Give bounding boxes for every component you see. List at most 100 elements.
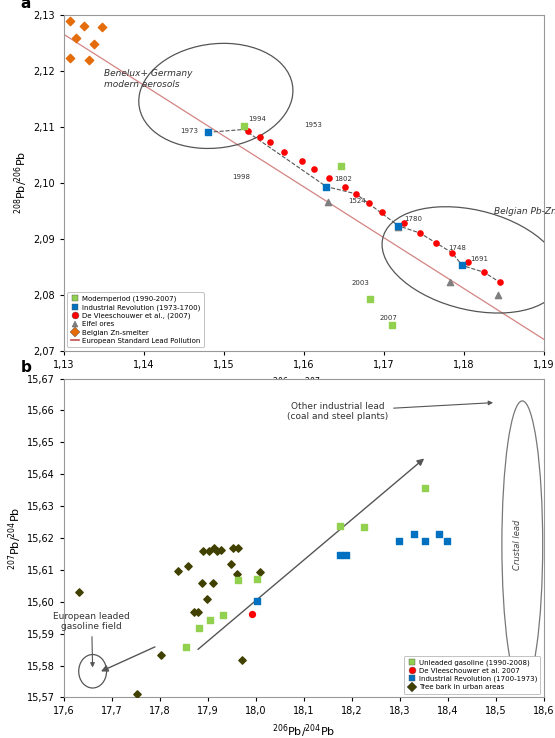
Industrial Revolution (1700-1973)	[410, 528, 418, 540]
De Vleeschouwer et al., (2007)	[400, 217, 408, 229]
Tree bark in urban areas	[190, 606, 199, 618]
Y-axis label: $\mathregular{^{207}}$Pb/$\mathregular{^{204}}$Pb: $\mathregular{^{207}}$Pb/$\mathregular{^…	[7, 506, 24, 570]
Industrial Revolution (1973-1700)	[322, 181, 331, 193]
Belgian Zn-smelter	[98, 21, 107, 33]
Text: 1780: 1780	[404, 215, 422, 222]
Tree bark in urban areas	[157, 649, 165, 661]
X-axis label: $\mathregular{^{206}}$Pb/$\mathregular{^{204}}$Pb: $\mathregular{^{206}}$Pb/$\mathregular{^…	[273, 722, 335, 738]
Unleaded gasoline (1990-2008)	[360, 521, 369, 533]
De Vleeschouwer et al., (2007)	[255, 131, 264, 142]
Tree bark in urban areas	[203, 593, 211, 605]
Tree bark in urban areas	[132, 688, 141, 700]
Y-axis label: $\mathregular{^{208}}$Pb/$\mathregular{^{206}}$Pb: $\mathregular{^{208}}$Pb/$\mathregular{^…	[13, 151, 31, 214]
De Vleeschouwer et al. 2007	[248, 608, 256, 620]
De Vleeschouwer et al., (2007)	[447, 246, 456, 258]
De Vleeschouwer et al., (2007)	[431, 237, 440, 249]
Unleaded gasoline (1990-2008)	[253, 573, 261, 584]
Modernperiod (1990-2007)	[336, 160, 345, 172]
Belgian Zn-smelter	[66, 52, 75, 64]
Tree bark in urban areas	[209, 542, 218, 554]
Tree bark in urban areas	[255, 567, 264, 579]
Text: b: b	[21, 360, 32, 376]
Eifel ores	[494, 289, 503, 300]
Tree bark in urban areas	[198, 577, 206, 589]
De Vleeschouwer et al., (2007)	[325, 172, 334, 184]
Tree bark in urban areas	[183, 560, 192, 572]
Tree bark in urban areas	[174, 565, 183, 576]
Tree bark in urban areas	[213, 545, 222, 557]
Text: Benelux+ Germany
modern aerosols: Benelux+ Germany modern aerosols	[104, 69, 193, 89]
Tree bark in urban areas	[75, 586, 84, 598]
Industrial Revolution (1700-1973)	[335, 548, 344, 560]
Unleaded gasoline (1990-2008)	[219, 610, 228, 621]
Text: 1994: 1994	[248, 116, 266, 123]
Industrial Revolution (1700-1973)	[253, 596, 261, 607]
Text: 2003: 2003	[352, 280, 370, 286]
Modernperiod (1990-2007)	[239, 120, 248, 131]
Industrial Revolution (1700-1973)	[435, 528, 443, 540]
Belgian Zn-smelter	[85, 54, 94, 66]
Belgian Zn-smelter	[79, 20, 88, 32]
Unleaded gasoline (1990-2008)	[205, 614, 214, 626]
Text: European leaded
gasoline field: European leaded gasoline field	[53, 612, 130, 666]
Text: 1691: 1691	[470, 256, 488, 262]
Eifel ores	[324, 196, 332, 208]
Industrial Revolution (1700-1973)	[420, 534, 429, 546]
Tree bark in urban areas	[194, 606, 203, 618]
Text: 1802: 1802	[334, 176, 352, 182]
Text: 2007: 2007	[380, 315, 398, 321]
De Vleeschouwer et al., (2007)	[416, 227, 425, 239]
De Vleeschouwer et al., (2007)	[496, 276, 504, 288]
De Vleeschouwer et al., (2007)	[279, 146, 288, 158]
Modernperiod (1990-2007)	[387, 320, 396, 331]
De Vleeschouwer et al., (2007)	[298, 156, 307, 168]
Modernperiod (1990-2007)	[366, 292, 375, 304]
Industrial Revolution (1700-1973)	[442, 534, 451, 546]
Unleaded gasoline (1990-2008)	[195, 622, 204, 634]
Unleaded gasoline (1990-2008)	[335, 520, 344, 532]
De Vleeschouwer et al., (2007)	[341, 181, 350, 193]
Unleaded gasoline (1990-2008)	[420, 482, 429, 494]
Industrial Revolution (1973-1700)	[458, 260, 467, 272]
Tree bark in urban areas	[208, 577, 217, 589]
Industrial Revolution (1973-1700)	[203, 126, 212, 138]
De Vleeschouwer et al., (2007)	[378, 206, 387, 218]
Belgian Zn-smelter	[72, 32, 80, 44]
Legend: Modernperiod (1990-2007), Industrial Revolution (1973-1700), De Vleeschouwer et : Modernperiod (1990-2007), Industrial Rev…	[67, 292, 204, 347]
Eifel ores	[446, 276, 455, 288]
Legend: Unleaded gasoline (1990-2008), De Vleeschouwer et al. 2007, Industrial Revolutio: Unleaded gasoline (1990-2008), De Vleesc…	[404, 656, 541, 694]
De Vleeschouwer et al., (2007)	[244, 125, 253, 137]
De Vleeschouwer et al., (2007)	[463, 256, 472, 268]
Text: 1973: 1973	[180, 128, 198, 134]
Text: 1953: 1953	[304, 122, 322, 128]
Belgian Zn-smelter	[66, 15, 75, 27]
Text: 1998: 1998	[232, 174, 250, 180]
De Vleeschouwer et al., (2007)	[351, 188, 360, 200]
Text: 1748: 1748	[448, 245, 466, 251]
De Vleeschouwer et al., (2007)	[310, 163, 319, 175]
X-axis label: $\mathregular{^{206}}$Pb/$\mathregular{^{207}}$Pb: $\mathregular{^{206}}$Pb/$\mathregular{^…	[273, 375, 335, 393]
Tree bark in urban areas	[204, 545, 213, 557]
Eifel ores	[394, 221, 403, 233]
Tree bark in urban areas	[232, 568, 241, 579]
Tree bark in urban areas	[228, 542, 237, 554]
Tree bark in urban areas	[238, 654, 247, 666]
Industrial Revolution (1973-1700)	[394, 220, 403, 232]
Text: 1524: 1524	[348, 199, 366, 204]
Tree bark in urban areas	[233, 542, 242, 554]
De Vleeschouwer et al., (2007)	[266, 137, 275, 148]
Belgian Zn-smelter	[90, 38, 99, 49]
Industrial Revolution (1700-1973)	[395, 534, 403, 546]
Industrial Revolution (1700-1973)	[342, 548, 351, 560]
De Vleeschouwer et al., (2007)	[365, 197, 374, 209]
Tree bark in urban areas	[199, 545, 208, 557]
Tree bark in urban areas	[217, 544, 226, 556]
Tree bark in urban areas	[226, 558, 235, 570]
Text: a: a	[21, 0, 31, 11]
Unleaded gasoline (1990-2008)	[233, 574, 242, 586]
Text: Other industrial lead
(coal and steel plants): Other industrial lead (coal and steel pl…	[287, 401, 492, 421]
De Vleeschouwer et al., (2007)	[480, 266, 488, 278]
Text: Belgian Pb-Zn ores: Belgian Pb-Zn ores	[495, 207, 555, 216]
Unleaded gasoline (1990-2008)	[182, 641, 191, 653]
Text: Crustal lead: Crustal lead	[513, 520, 522, 570]
